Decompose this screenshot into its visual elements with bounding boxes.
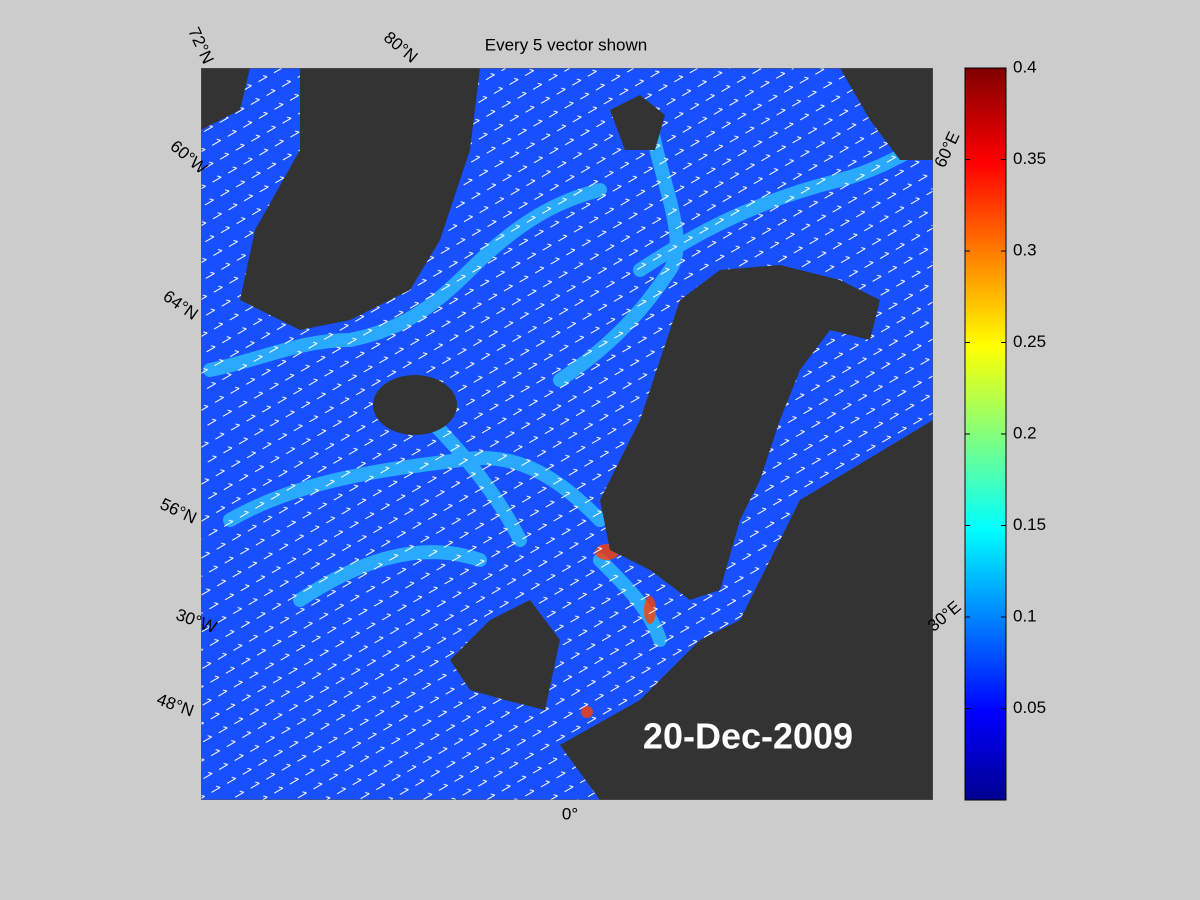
- graticule-label: 0°: [562, 804, 578, 823]
- graticule-label: 64°N: [160, 286, 202, 323]
- colorbar-tick-label: 0.35: [1013, 149, 1046, 168]
- colorbar-tick-label: 0.2: [1013, 423, 1037, 442]
- date-label: 20-Dec-2009: [643, 716, 853, 757]
- colorbar: [964, 67, 1007, 801]
- graticule-label: 60°E: [931, 129, 964, 171]
- colorbar-tick-label: 0.05: [1013, 698, 1046, 717]
- graticule-label: 80°N: [380, 28, 421, 67]
- land: [201, 68, 933, 800]
- colorbar-tick-label: 0.3: [1013, 240, 1037, 259]
- graticule-label: 72°N: [184, 24, 217, 66]
- colorbar-tick-label: 0.15: [1013, 515, 1046, 534]
- map-title: Every 5 vector shown: [485, 35, 648, 54]
- map: [201, 68, 933, 800]
- colorbar-tick-label: 0.1: [1013, 606, 1037, 625]
- graticule-label: 56°N: [157, 494, 199, 527]
- colorbar-tick-label: 0.25: [1013, 332, 1046, 351]
- graticule-label: 48°N: [154, 690, 196, 721]
- colorbar-tick-label: 0.4: [1013, 57, 1037, 76]
